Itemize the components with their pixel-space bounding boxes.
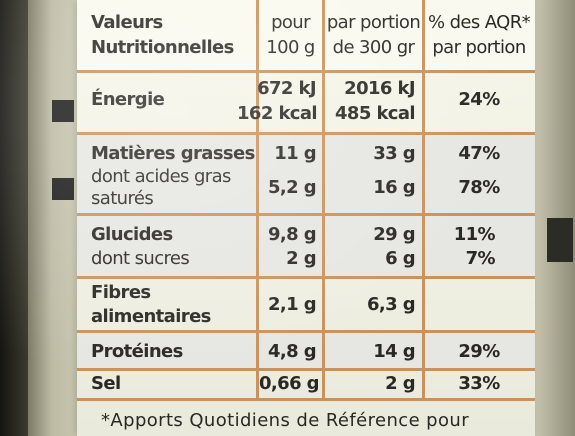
column-divider	[256, 0, 259, 400]
row-divider	[77, 368, 535, 371]
proteines-per100: 4,8 g	[267, 341, 317, 362]
header-aqr-line2: par portion	[432, 37, 526, 58]
energie-portion-kcal: 485 kcal	[335, 103, 416, 124]
satures-per100: 5,2 g	[267, 177, 317, 198]
energie-per100-kj: 672 kJ	[257, 78, 317, 99]
black-square-marker	[52, 100, 74, 122]
proteines-aqr: 29%	[458, 341, 500, 362]
row-divider	[77, 213, 535, 216]
background-shadow	[0, 0, 28, 436]
black-square-marker	[52, 178, 74, 200]
header-title-line2: Nutritionnelles	[91, 37, 234, 58]
row-label-graisses: Matières grasses	[91, 143, 255, 164]
footnote: *Apports Quotidiens de Référence pour	[101, 410, 470, 431]
header-per100-line2: 100 g	[266, 37, 315, 58]
row-label-proteines: Protéines	[91, 341, 183, 362]
row-divider	[77, 276, 535, 279]
row-label-sel: Sel	[91, 373, 121, 394]
row-label-glucides: Glucides	[91, 224, 173, 245]
row-band-carbs	[77, 216, 535, 276]
glucides-portion: 29 g	[373, 224, 415, 245]
energie-per100-kcal: 162 kcal	[237, 103, 318, 124]
column-divider	[322, 0, 325, 400]
fibres-per100: 2,1 g	[267, 294, 317, 315]
row-label-sucres: dont sucres	[91, 248, 190, 269]
column-divider	[422, 0, 425, 400]
row-divider	[77, 132, 535, 135]
graisses-portion: 33 g	[373, 143, 415, 164]
row-label-fibres-line2: alimentaires	[91, 306, 211, 327]
header-aqr-line1: % des AQR*	[427, 12, 531, 33]
header-title-line1: Valeurs	[91, 12, 163, 33]
proteines-portion: 14 g	[373, 341, 415, 362]
satures-aqr: 78%	[458, 177, 500, 198]
sucres-aqr: 7%	[465, 248, 496, 269]
row-label-satures-line2: saturés	[91, 188, 154, 209]
sel-per100: 0,66 g	[259, 373, 320, 394]
row-label-energie: Énergie	[91, 89, 165, 110]
row-band-fats	[77, 135, 535, 213]
fibres-portion: 6,3 g	[366, 294, 416, 315]
nutrition-label: Valeurs Nutritionnelles pour 100 g par p…	[77, 0, 535, 436]
header-per100-line1: pour	[271, 12, 310, 33]
sel-aqr: 33%	[458, 373, 500, 394]
header-portion-line1: par portion	[326, 12, 421, 33]
energie-aqr: 24%	[458, 89, 500, 110]
row-divider	[77, 330, 535, 333]
sucres-portion: 6 g	[385, 248, 415, 269]
row-band-proteins	[77, 333, 535, 371]
row-label-satures-line1: dont acides gras	[91, 166, 231, 187]
header-portion-line2: de 300 gr	[332, 37, 415, 58]
sel-portion: 2 g	[385, 373, 415, 394]
row-divider	[77, 70, 535, 73]
graisses-per100: 11 g	[274, 143, 316, 164]
graisses-aqr: 47%	[458, 143, 500, 164]
row-divider	[77, 398, 535, 401]
glucides-per100: 9,8 g	[267, 224, 317, 245]
header-band	[77, 0, 535, 70]
energie-portion-kj: 2016 kJ	[344, 78, 415, 99]
satures-portion: 16 g	[373, 177, 415, 198]
glucides-aqr: 11%	[453, 224, 496, 245]
row-label-fibres-line1: Fibres	[91, 282, 151, 303]
sucres-per100: 2 g	[286, 248, 316, 269]
black-square-marker	[547, 218, 573, 262]
